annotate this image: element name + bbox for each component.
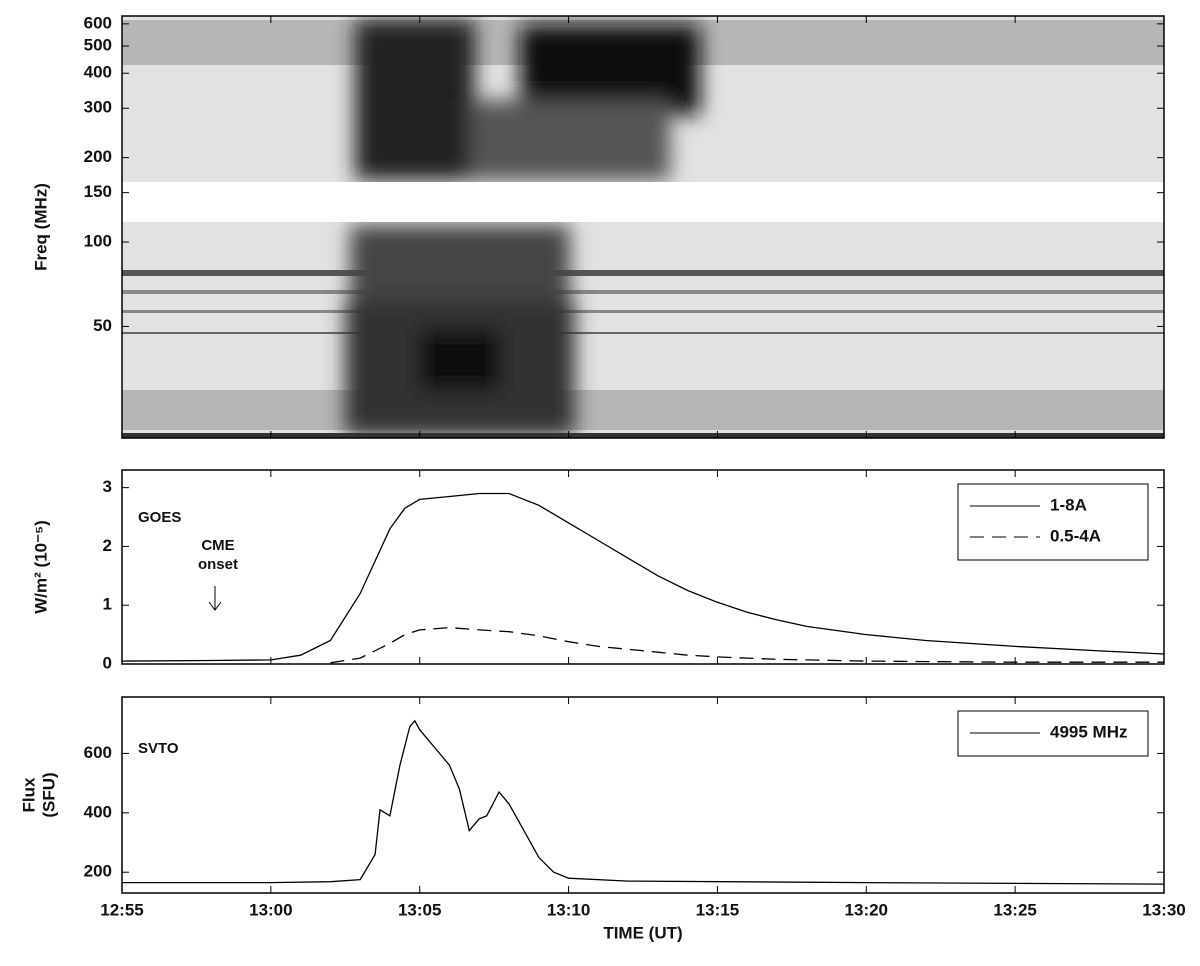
x-axis-label: TIME (UT) (603, 923, 682, 942)
y-tick-label: 400 (84, 802, 112, 821)
x-tick-label: 13:05 (398, 900, 441, 919)
x-tick-label: 13:20 (845, 900, 888, 919)
plot-frame (121, 696, 1165, 894)
x-tick-label: 12:55 (100, 900, 143, 919)
y-tick-label: 200 (84, 147, 112, 166)
legend-label: 0.5-4A (1050, 526, 1101, 545)
series-line (122, 719, 1165, 885)
spectrogram-image (122, 16, 1164, 438)
y-tick-label: 600 (84, 743, 112, 762)
y-tick-label: 500 (84, 36, 112, 55)
y-tick-label: 2 (103, 536, 112, 555)
annotation: onset (198, 556, 238, 573)
y-tick-label: 300 (84, 98, 112, 117)
y-tick-label: 150 (84, 182, 112, 201)
y-axis-label: Freq (MHz) (31, 183, 50, 271)
x-tick-label: 13:15 (696, 900, 739, 919)
legend-box (957, 483, 1149, 561)
plot-frame (121, 469, 1165, 665)
x-tick-label: 13:00 (249, 900, 292, 919)
annotation: CME (201, 537, 234, 554)
y-tick-label: 400 (84, 63, 112, 82)
annotation-arrowhead (208, 601, 222, 611)
y-tick-label: 1 (103, 595, 112, 614)
panel-label: SVTO (138, 740, 179, 757)
series-line (330, 626, 1164, 664)
legend-label: 4995 MHz (1050, 722, 1127, 741)
y-tick-label: 600 (84, 13, 112, 32)
panel-label: GOES (138, 509, 181, 526)
series-line (121, 492, 1165, 662)
plot-frame (121, 15, 1165, 439)
x-tick-label: 13:25 (993, 900, 1036, 919)
y-tick-label: 100 (84, 232, 112, 251)
y-axis-label: Flux (19, 777, 38, 812)
legend-label: 1-8A (1050, 495, 1087, 514)
x-tick-label: 13:10 (547, 900, 590, 919)
y-tick-label: 3 (103, 477, 112, 496)
y-tick-label: 50 (93, 316, 112, 335)
x-tick-label: 13:30 (1142, 900, 1185, 919)
y-axis-label: (SFU) (39, 772, 58, 817)
y-tick-label: 200 (84, 862, 112, 881)
y-axis-label: W/m² (10⁻⁵) (31, 520, 50, 613)
y-tick-label: 0 (103, 653, 112, 672)
